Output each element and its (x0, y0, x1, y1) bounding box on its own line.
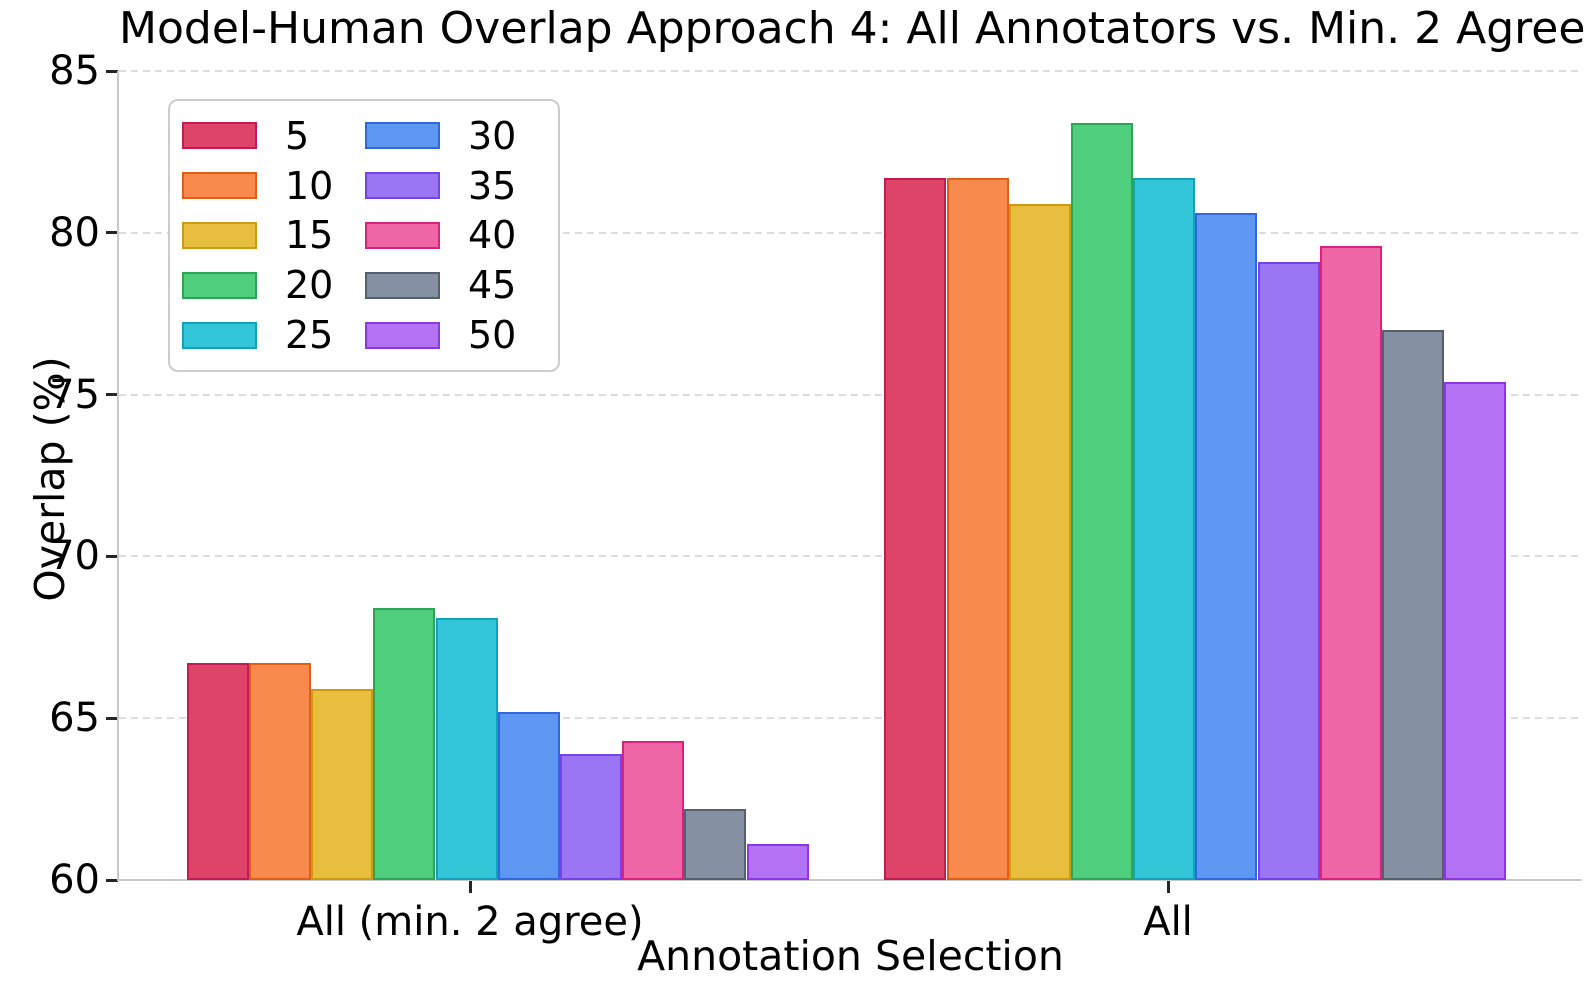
bar-50-group-1 (746, 844, 809, 880)
y-tick-label-80: 80 (49, 209, 100, 256)
bar-30-group-2 (1195, 213, 1258, 880)
x-tick-mark-1 (468, 881, 472, 893)
bar-40-group-1 (622, 740, 685, 880)
bar-5-group-1 (186, 663, 249, 880)
x-tick-mark-2 (1166, 881, 1170, 893)
bar-30-group-1 (497, 711, 560, 880)
bar-35-group-1 (559, 753, 623, 880)
bar-15-group-1 (311, 689, 374, 880)
y-tick-mark-80 (106, 231, 118, 235)
gridline-y-75 (119, 393, 1582, 396)
legend-entry-35: 35 (365, 167, 548, 205)
legend-entry-50: 50 (365, 316, 548, 354)
y-tick-mark-70 (106, 554, 118, 558)
bar-15-group-2 (1008, 203, 1071, 880)
x-axis-label: Annotation Selection (637, 932, 1064, 980)
legend-label-20: 20 (285, 263, 334, 308)
legend-label-45: 45 (468, 263, 517, 308)
y-axis-spine (117, 71, 119, 880)
legend-swatch-25 (182, 321, 257, 349)
legend-label-5: 5 (285, 113, 310, 158)
legend-swatch-50 (365, 321, 440, 349)
legend-entry-20: 20 (182, 266, 365, 304)
legend-swatch-15 (182, 221, 257, 249)
legend-swatch-10 (182, 172, 257, 200)
bar-20-group-1 (373, 608, 436, 880)
legend-entry-40: 40 (365, 216, 548, 254)
x-axis-spine (117, 879, 1582, 881)
legend-swatch-45 (365, 271, 440, 299)
y-tick-mark-65 (106, 716, 118, 720)
legend-label-10: 10 (285, 163, 334, 208)
legend-swatch-40 (365, 221, 440, 249)
legend-label-30: 30 (468, 113, 517, 158)
legend-swatch-30 (365, 122, 440, 150)
y-tick-label-65: 65 (49, 695, 100, 742)
bar-45-group-2 (1381, 329, 1445, 880)
bar-10-group-2 (946, 177, 1009, 880)
y-tick-label-60: 60 (49, 857, 100, 903)
y-tick-mark-85 (106, 69, 118, 73)
bar-45-group-1 (684, 808, 747, 880)
legend-entry-25: 25 (182, 316, 365, 354)
y-tick-label-85: 85 (49, 48, 100, 94)
legend-label-25: 25 (285, 313, 334, 358)
legend-label-15: 15 (285, 213, 334, 258)
bar-50-group-2 (1444, 381, 1507, 880)
legend-swatch-5 (182, 122, 257, 150)
legend-entry-45: 45 (365, 266, 548, 304)
legend: 5 10 15 20 25 30 35 40 45 50 (168, 99, 560, 372)
legend-label-40: 40 (468, 213, 517, 258)
bar-10-group-1 (248, 663, 312, 880)
bar-5-group-2 (884, 177, 947, 880)
legend-label-50: 50 (468, 313, 517, 358)
gridline-y-65 (119, 717, 1582, 720)
y-tick-label-75: 75 (49, 371, 100, 418)
legend-entry-5: 5 (182, 117, 365, 155)
x-tick-label-1: All (min. 2 agree) (296, 899, 644, 945)
chart-title: Model-Human Overlap Approach 4: All Anno… (119, 3, 1586, 54)
bar-35-group-2 (1257, 261, 1320, 880)
bar-25-group-1 (435, 617, 498, 880)
y-tick-mark-75 (106, 393, 118, 397)
bar-20-group-2 (1070, 122, 1134, 880)
legend-entry-15: 15 (182, 216, 365, 254)
bar-25-group-2 (1133, 177, 1196, 880)
legend-swatch-20 (182, 271, 257, 299)
legend-swatch-35 (365, 172, 440, 200)
gridline-y-85 (119, 70, 1582, 72)
legend-label-35: 35 (468, 163, 517, 208)
x-tick-label-2: All (1143, 899, 1193, 945)
y-tick-label-70: 70 (49, 533, 100, 580)
gridline-y-70 (119, 555, 1582, 558)
bar-40-group-2 (1319, 245, 1382, 880)
legend-entry-10: 10 (182, 167, 365, 205)
y-tick-mark-60 (106, 878, 118, 882)
gridline-y-80 (119, 231, 1582, 234)
legend-entry-30: 30 (365, 117, 548, 155)
